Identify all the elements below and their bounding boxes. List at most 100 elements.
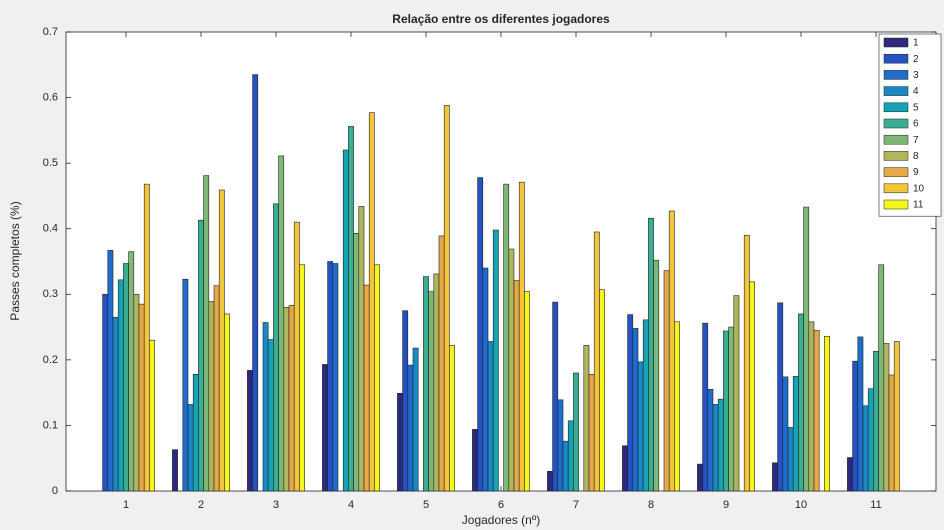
bar (117, 279, 124, 492)
bar (547, 471, 553, 492)
bar (203, 175, 210, 492)
bar (707, 389, 714, 492)
bar (208, 301, 215, 492)
y-tick-label: 0 (52, 485, 58, 497)
bar (449, 345, 455, 492)
x-tick-label: 10 (795, 499, 807, 511)
bar (733, 295, 740, 492)
bar (487, 341, 494, 492)
bar (663, 270, 670, 492)
y-axis-label: Passes completos (%) (8, 201, 22, 320)
bar (267, 339, 274, 492)
y-tick-label: 0.7 (43, 26, 58, 38)
y-tick-label: 0.1 (43, 419, 58, 431)
bar (278, 155, 285, 492)
bar (588, 373, 595, 492)
bar (247, 370, 253, 492)
bar (813, 330, 820, 492)
x-tick-label: 9 (723, 499, 729, 511)
bar (198, 219, 204, 492)
bar (492, 229, 499, 492)
bar (777, 302, 784, 492)
bar (803, 206, 810, 492)
x-tick-label: 3 (273, 499, 279, 511)
bar (567, 420, 574, 492)
x-tick-label: 1 (123, 499, 129, 511)
bar (883, 343, 890, 492)
legend-swatch (883, 134, 909, 145)
bar (348, 126, 354, 492)
bar (888, 374, 895, 492)
bar (743, 234, 750, 492)
bar (653, 259, 660, 492)
bar (283, 307, 290, 492)
bar (749, 281, 755, 492)
bar (477, 177, 484, 492)
bar (782, 376, 789, 492)
bar (402, 310, 409, 492)
y-tick-label: 0.6 (43, 91, 58, 103)
y-tick-label: 0.4 (43, 223, 58, 235)
legend-swatch (883, 37, 909, 48)
bar (443, 105, 450, 492)
bar (192, 373, 199, 492)
chart-title: Relação entre os diferentes jogadores (392, 12, 610, 26)
bar (772, 462, 778, 492)
legend-label: 11 (913, 200, 924, 211)
bar (368, 112, 375, 492)
bar (513, 280, 520, 492)
bar (412, 347, 419, 492)
bar (562, 440, 569, 492)
bar (697, 463, 703, 492)
legend-label: 6 (913, 119, 919, 130)
legend-swatch (883, 167, 909, 177)
bar (867, 388, 874, 492)
x-tick-label: 7 (573, 499, 579, 511)
bar (262, 322, 269, 492)
bar (149, 339, 155, 492)
bar (503, 183, 510, 492)
x-tick-label: 6 (498, 499, 504, 511)
bar (133, 293, 140, 492)
x-axis-label: Jogadores (nº) (462, 513, 540, 527)
bar (327, 261, 334, 492)
bar (397, 392, 403, 492)
bar (288, 305, 295, 492)
bar (423, 276, 429, 492)
bar (187, 404, 194, 492)
bar (138, 303, 145, 492)
bar (674, 321, 680, 492)
bar (847, 457, 853, 492)
bar (224, 313, 230, 492)
bar (172, 449, 178, 492)
bar (293, 221, 300, 492)
bar (627, 314, 634, 492)
bar (637, 361, 644, 492)
bar (182, 278, 189, 492)
bar (102, 293, 109, 492)
bar (433, 273, 440, 492)
x-tick-label: 11 (870, 499, 881, 511)
bar (593, 231, 600, 492)
bar (143, 183, 150, 492)
bar (642, 319, 649, 492)
legend-swatch (883, 102, 909, 113)
legend-swatch (883, 183, 909, 194)
x-tick-label: 2 (198, 499, 204, 511)
legend-swatch (883, 118, 909, 129)
bar (599, 289, 605, 492)
bar (128, 251, 135, 492)
bar (472, 429, 478, 492)
legend-label: 4 (913, 86, 919, 97)
bar (632, 328, 639, 492)
bar (123, 263, 129, 492)
bar (322, 364, 328, 492)
bar (342, 149, 349, 492)
bar (374, 264, 380, 492)
legend-label: 1 (913, 38, 919, 49)
legend-swatch (883, 86, 909, 96)
bar (798, 313, 804, 492)
bar (552, 301, 559, 492)
bar (107, 250, 114, 492)
